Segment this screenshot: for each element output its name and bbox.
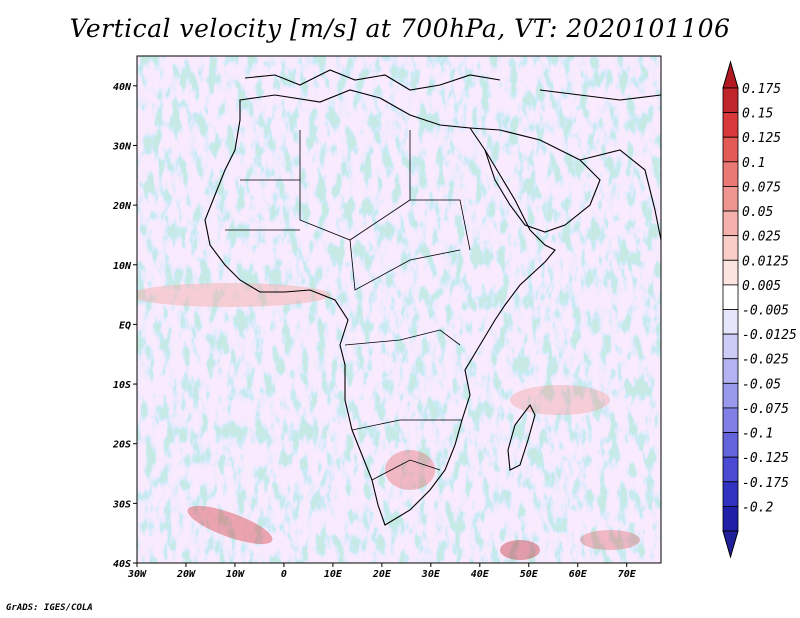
colorbar-label: 0.175	[742, 82, 781, 97]
colorbar-label: -0.05	[742, 377, 781, 392]
lat-tick-label: 10N	[113, 261, 132, 272]
colorbar: 0.175 0.15 0.125 0.1 0.075 0.05 0.025 0.0125 0.0…	[722, 60, 797, 559]
colorbar-swatch	[722, 432, 739, 458]
lon-tick-label: 10W	[226, 569, 245, 580]
colorbar-label: -0.0125	[742, 328, 797, 343]
colorbar-swatch	[722, 382, 739, 409]
colorbar-swatch	[722, 358, 739, 384]
colorbar-swatch	[722, 235, 739, 261]
colorbar-label: 0.0125	[742, 254, 789, 269]
lat-tick-label: 20S	[112, 440, 131, 451]
longitude-axis: 30W 20W 10W 0 10E 20E 30E 40E 50E 60E 70E	[127, 563, 637, 580]
lon-tick-label: 0	[281, 569, 287, 580]
colorbar-swatch	[722, 186, 739, 212]
lat-tick-label: 10S	[113, 380, 131, 391]
colorbar-label: 0.025	[742, 230, 781, 245]
colorbar-bottom-arrow	[722, 530, 739, 559]
map-frame	[136, 55, 662, 564]
lon-tick-label: 50E	[520, 569, 539, 580]
lon-tick-label: 20W	[176, 569, 196, 580]
colorbar-swatch	[722, 505, 739, 532]
colorbar-swatch	[722, 210, 739, 237]
lon-tick-label: 40E	[471, 569, 490, 580]
lat-tick-label: 30S	[112, 499, 131, 510]
latitude-axis: 40N 30N 20N 10N EQ 10S 20S 30S 40S	[112, 82, 137, 570]
colorbar-label: 0.075	[742, 180, 781, 195]
colorbar-label: 0.15	[742, 107, 773, 122]
colorbar-label: -0.1	[742, 427, 773, 442]
colorbar-label: 0.05	[742, 205, 773, 220]
lat-tick-label: 40S	[113, 559, 131, 570]
colorbar-swatch	[722, 407, 739, 433]
lon-tick-label: 30W	[127, 569, 147, 580]
colorbar-swatch	[722, 112, 739, 138]
colorbar-swatch	[722, 284, 739, 310]
coastlines	[204, 69, 661, 526]
lon-tick-label: 30E	[421, 569, 441, 580]
plot-title: Vertical velocity [m/s] at 700hPa, VT: 2…	[69, 14, 731, 43]
colorbar-label: -0.125	[742, 451, 789, 466]
lat-tick-label: 30N	[112, 141, 132, 152]
colorbar-swatch	[722, 333, 739, 360]
grads-credit: GrADS: IGES/COLA	[6, 603, 93, 613]
colorbar-swatch	[722, 456, 739, 483]
lat-tick-label: EQ	[119, 320, 131, 331]
colorbar-swatch	[722, 87, 739, 114]
colorbar-swatch	[722, 481, 739, 507]
colorbar-swatch	[722, 309, 739, 335]
colorbar-top-arrow	[722, 60, 739, 89]
vertical-velocity-field	[137, 56, 661, 563]
colorbar-label: 0.1	[742, 156, 765, 171]
country-borders	[225, 130, 471, 481]
lon-tick-label: 20E	[372, 569, 392, 580]
colorbar-swatch	[722, 259, 739, 286]
colorbar-label: -0.075	[742, 402, 789, 417]
colorbar-label: 0.125	[742, 131, 781, 146]
colorbar-swatch	[722, 161, 739, 187]
colorbar-label: -0.175	[742, 476, 789, 491]
lon-tick-label: 60E	[569, 569, 588, 580]
colorbar-label: -0.2	[742, 500, 773, 515]
lon-tick-label: 10E	[324, 569, 343, 580]
lon-tick-label: 70E	[618, 569, 637, 580]
colorbar-label: 0.005	[742, 279, 781, 294]
colorbar-swatch	[722, 136, 739, 163]
lat-tick-label: 20N	[112, 201, 132, 212]
colorbar-label: -0.005	[742, 304, 789, 319]
lat-tick-label: 40N	[113, 82, 132, 93]
colorbar-label: -0.025	[742, 353, 789, 368]
